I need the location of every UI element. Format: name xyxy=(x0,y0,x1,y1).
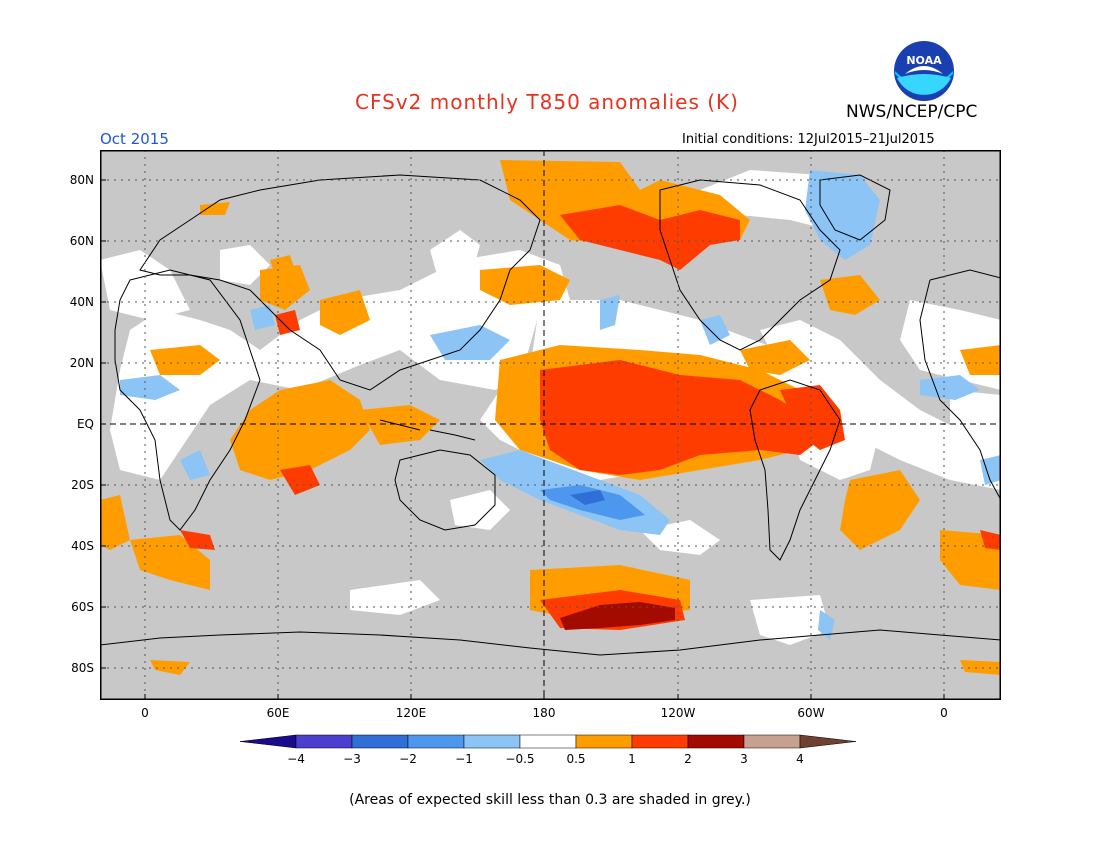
latitude-axis: 80N 60N 40N 20N EQ 20S 40S 60S 80S xyxy=(70,173,94,675)
coastlines xyxy=(100,174,1001,656)
chart-title: CFSv2 monthly T850 anomalies (K) xyxy=(355,90,739,114)
organization-label: NWS/NCEP/CPC xyxy=(846,102,978,122)
colorbar-arrow-high xyxy=(799,734,857,749)
lat-label: 60S xyxy=(71,600,94,614)
longitude-axis: 0 60E 120E 180 120W 60W 0 xyxy=(141,706,948,720)
lat-label: 80N xyxy=(70,173,94,187)
colorbar: −4 −3 −2 −1 −0.5 0.5 1 2 3 4 xyxy=(239,734,857,766)
anomaly-map xyxy=(100,150,1001,700)
lon-label: 120W xyxy=(661,706,696,720)
colorbar-label: −0.5 xyxy=(505,752,534,766)
colorbar-swatch xyxy=(463,734,521,749)
lon-label: 0 xyxy=(141,706,149,720)
lon-label: 60W xyxy=(797,706,824,720)
colorbar-label: −2 xyxy=(399,752,417,766)
lat-label: 20S xyxy=(71,478,94,492)
initial-conditions-label: Initial conditions: 12Jul2015–21Jul2015 xyxy=(682,132,935,147)
colorbar-swatch xyxy=(295,734,353,749)
colorbar-swatch xyxy=(743,734,801,749)
valid-month-label: Oct 2015 xyxy=(100,130,169,148)
colorbar-swatch xyxy=(407,734,465,749)
colorbar-arrow-low xyxy=(239,734,297,749)
lon-label: 180 xyxy=(533,706,556,720)
colorbar-swatch xyxy=(519,734,577,749)
colorbar-label: 4 xyxy=(796,752,804,766)
noaa-logo-icon: NOAA xyxy=(893,40,955,102)
lon-label: 120E xyxy=(396,706,427,720)
lat-label: 60N xyxy=(70,234,94,248)
equator-dateline xyxy=(100,150,1001,700)
colorbar-label: 3 xyxy=(740,752,748,766)
lon-label: 0 xyxy=(940,706,948,720)
colorbar-label: −3 xyxy=(343,752,361,766)
colorbar-swatch xyxy=(351,734,409,749)
lat-label: 40S xyxy=(71,539,94,553)
colorbar-swatch xyxy=(631,734,689,749)
colorbar-swatch xyxy=(575,734,633,749)
lat-label: 20N xyxy=(70,356,94,370)
graticule xyxy=(100,150,1001,700)
lat-label: 40N xyxy=(70,295,94,309)
colorbar-label: 2 xyxy=(684,752,692,766)
colorbar-label: −1 xyxy=(455,752,473,766)
colorbar-label: 0.5 xyxy=(566,752,585,766)
skill-footnote: (Areas of expected skill less than 0.3 a… xyxy=(349,792,751,808)
lat-label: EQ xyxy=(77,417,94,431)
lat-label: 80S xyxy=(71,661,94,675)
strongest-cool-region xyxy=(570,490,605,505)
axis-ticks xyxy=(100,179,945,700)
logo-text: NOAA xyxy=(906,54,942,67)
colorbar-swatch xyxy=(687,734,745,749)
lon-label: 60E xyxy=(267,706,290,720)
colorbar-label: 1 xyxy=(628,752,636,766)
strongest-warm-region xyxy=(560,602,675,630)
colorbar-label: −4 xyxy=(287,752,305,766)
